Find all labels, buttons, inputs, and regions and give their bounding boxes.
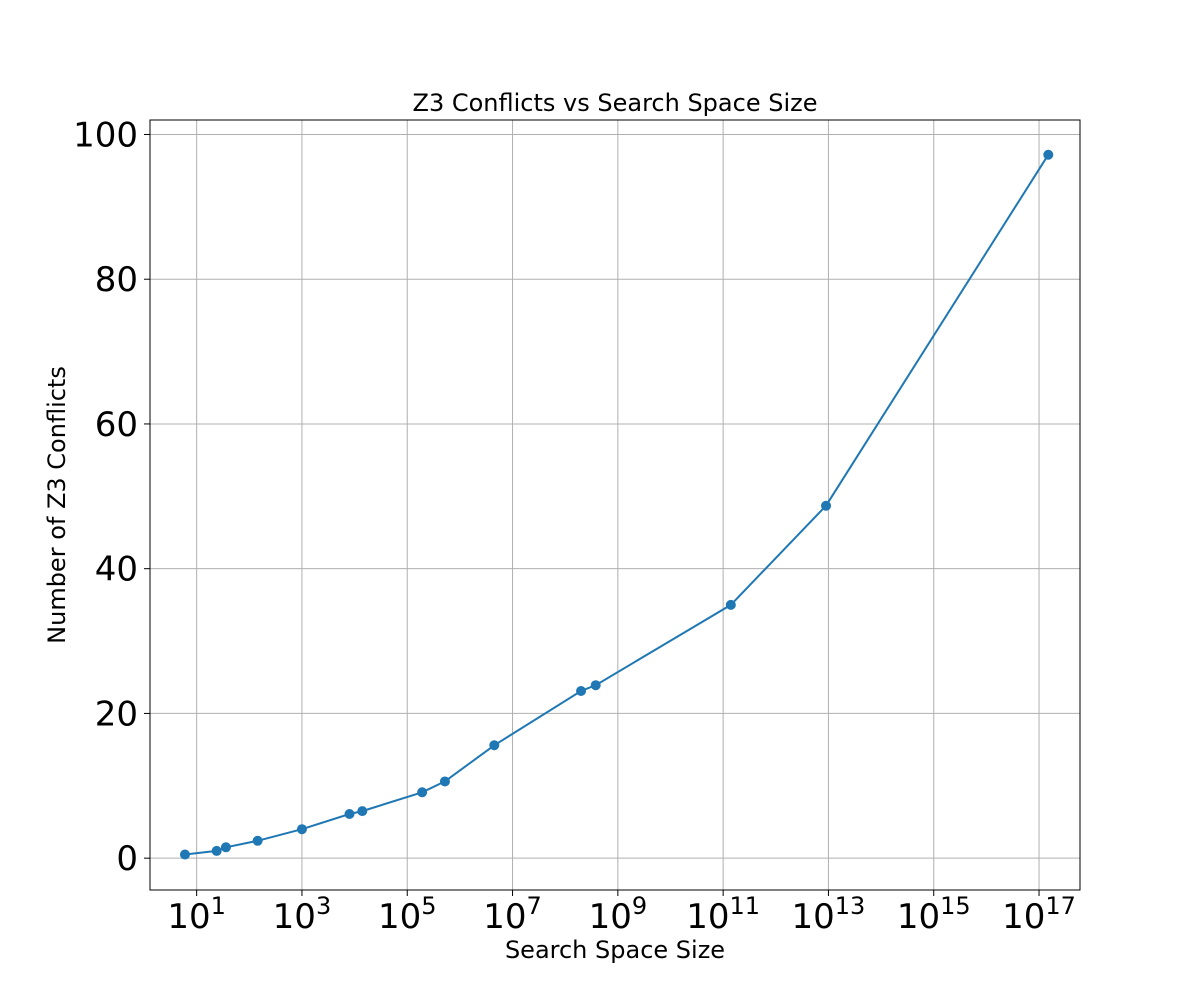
x-tick-label-base: 10 — [686, 897, 729, 937]
data-point — [296, 824, 307, 835]
x-tick-label-exponent: 15 — [940, 892, 971, 920]
y-tick-label: 40 — [95, 550, 138, 590]
x-tick-label: 1015 — [897, 892, 971, 937]
data-point — [576, 685, 587, 696]
x-tick-label-base: 10 — [378, 897, 421, 937]
y-axis-ticks: 0 20 40 60 80 100 — [73, 115, 150, 879]
data-point — [821, 500, 832, 511]
data-point — [439, 776, 450, 787]
chart-title: Z3 Conflicts vs Search Space Size — [413, 89, 818, 117]
y-tick-label: 80 — [95, 260, 138, 300]
y-tick-label: 100 — [73, 115, 138, 155]
x-tick-label-exponent: 7 — [527, 892, 542, 920]
x-tick-label: 109 — [589, 892, 648, 937]
data-point — [590, 680, 601, 691]
x-tick-label-base: 10 — [483, 897, 526, 937]
data-point — [344, 809, 355, 820]
x-tick-label-base: 10 — [1002, 897, 1045, 937]
x-tick-label: 1011 — [686, 892, 760, 937]
plot-area — [179, 149, 1054, 860]
x-tick-label-exponent: 17 — [1045, 892, 1076, 920]
y-axis-label: Number of Z3 Conflicts — [43, 366, 71, 644]
data-point — [220, 842, 231, 853]
x-tick-label-exponent: 13 — [835, 892, 866, 920]
plot-frame — [149, 119, 1081, 891]
x-tick-label-exponent: 9 — [632, 892, 647, 920]
x-tick-label: 103 — [273, 892, 332, 937]
y-tick-label: 20 — [95, 694, 138, 734]
data-point — [1043, 149, 1054, 160]
data-point — [489, 740, 500, 751]
x-tick-label-base: 10 — [167, 897, 210, 937]
y-tick-label: 0 — [116, 839, 138, 879]
x-tick-label-base: 10 — [897, 897, 940, 937]
data-point — [252, 835, 263, 846]
x-tick-label-base: 10 — [792, 897, 835, 937]
x-tick-label-exponent: 11 — [729, 892, 760, 920]
x-tick-label: 107 — [483, 892, 542, 937]
x-axis-label: Search Space Size — [505, 936, 725, 964]
x-tick-label: 1017 — [1002, 892, 1076, 937]
x-tick-label-exponent: 5 — [421, 892, 436, 920]
x-axis-ticks: 101 103 105 107 109 1011 1013 1015 1017 — [167, 890, 1076, 937]
x-tick-label-base: 10 — [589, 897, 632, 937]
x-tick-label-base: 10 — [273, 897, 316, 937]
x-tick-label-exponent: 1 — [211, 892, 226, 920]
x-tick-label: 1013 — [792, 892, 866, 937]
data-point — [725, 599, 736, 610]
x-tick-label: 101 — [167, 892, 226, 937]
x-tick-label-exponent: 3 — [316, 892, 331, 920]
grid-lines — [150, 120, 1080, 890]
y-tick-label: 60 — [95, 405, 138, 445]
data-point — [179, 849, 190, 860]
x-tick-label: 105 — [378, 892, 437, 937]
data-point — [357, 806, 368, 817]
data-point — [211, 845, 222, 856]
data-point — [417, 787, 428, 798]
